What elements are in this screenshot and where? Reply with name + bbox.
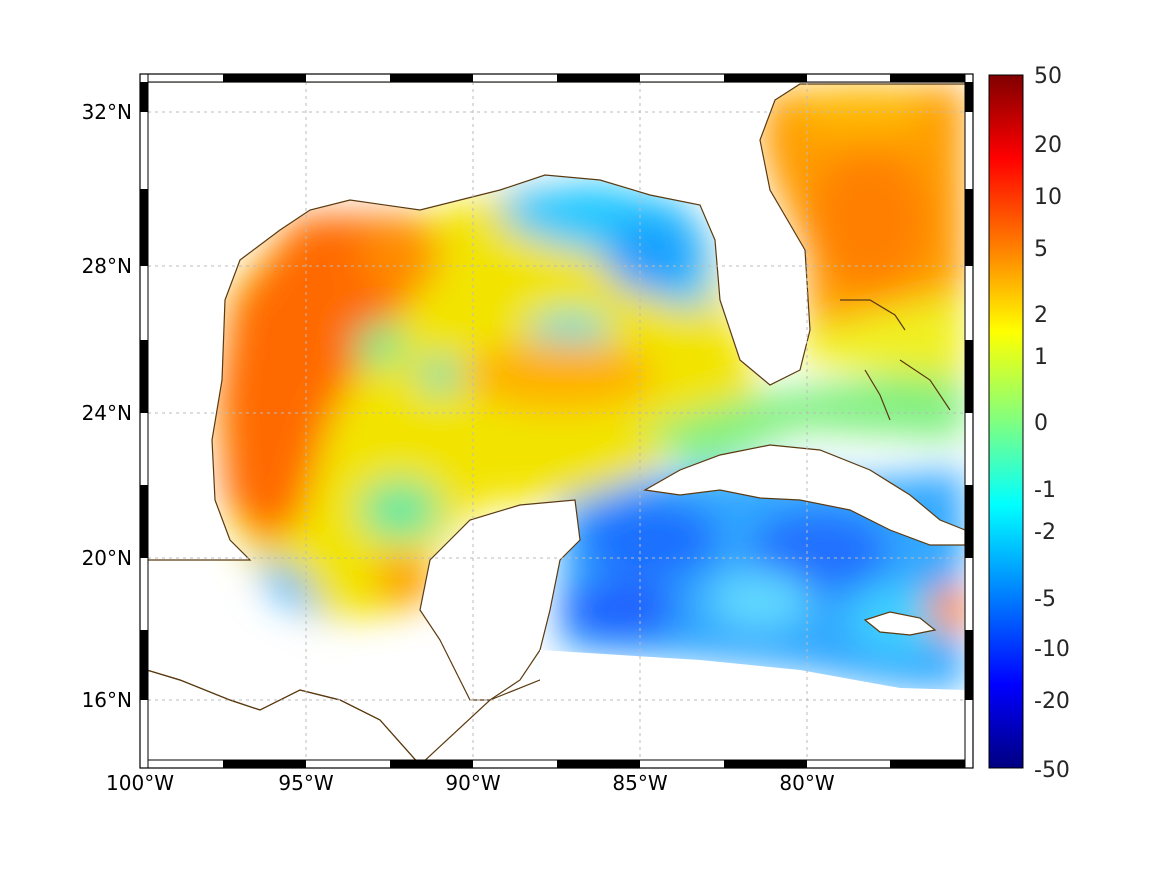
lon-tick-label: 85°W (612, 771, 667, 795)
colorbar-tick-label: 2 (1034, 303, 1048, 328)
lon-tick-label: 100°W (106, 771, 174, 795)
lon-tick-labels: 100°W 95°W 90°W 85°W 80°W (106, 771, 835, 795)
western-gulf-field (218, 215, 430, 545)
us-gulf-land (148, 82, 965, 561)
colorbar-gradient (988, 74, 1024, 769)
colorbar-tick-label: -20 (1034, 689, 1070, 714)
colorbar-tick-label: -5 (1034, 587, 1056, 612)
lat-tick-labels: 32°N 28°N 24°N 20°N 16°N (82, 100, 132, 712)
lat-tick-label: 20°N (82, 546, 132, 570)
colorbar-tick-label: -1 (1034, 478, 1056, 503)
colorbar-tick-label: 5 (1034, 237, 1048, 262)
colorbar-tick-label: -10 (1034, 637, 1070, 662)
lat-tick-label: 16°N (82, 688, 132, 712)
colorbar: 50 20 10 5 2 1 0 -1 -2 -5 -10 -20 -50 (988, 64, 1070, 783)
map-frame (139, 73, 974, 769)
lon-tick-label: 90°W (445, 771, 500, 795)
colorbar-tick-label: -50 (1034, 758, 1070, 783)
bottom-white-strip (540, 650, 965, 760)
colorbar-tick-label: 20 (1034, 133, 1062, 158)
lon-tick-label: 95°W (278, 771, 333, 795)
grid-lines (148, 82, 965, 760)
colorbar-tick-label: 1 (1034, 345, 1048, 370)
jamaica-land (863, 611, 937, 636)
data-field (148, 82, 965, 760)
mexico-coastline (148, 669, 417, 760)
lat-tick-label: 24°N (82, 401, 132, 425)
campeche-field (262, 555, 325, 620)
lat-tick-label: 28°N (82, 254, 132, 278)
lon-tick-label: 80°W (779, 771, 834, 795)
lat-tick-label: 32°N (82, 100, 132, 124)
colorbar-tick-label: -2 (1034, 520, 1056, 545)
colorbar-tick-label: 50 (1034, 64, 1062, 89)
cuba-land (643, 444, 965, 546)
colorbar-tick-labels: 50 20 10 5 2 1 0 -1 -2 -5 -10 -20 -50 (1034, 64, 1070, 783)
bahamas-land (840, 299, 951, 421)
colorbar-tick-label: 0 (1034, 411, 1048, 436)
colorbar-tick-label: 10 (1034, 185, 1062, 210)
